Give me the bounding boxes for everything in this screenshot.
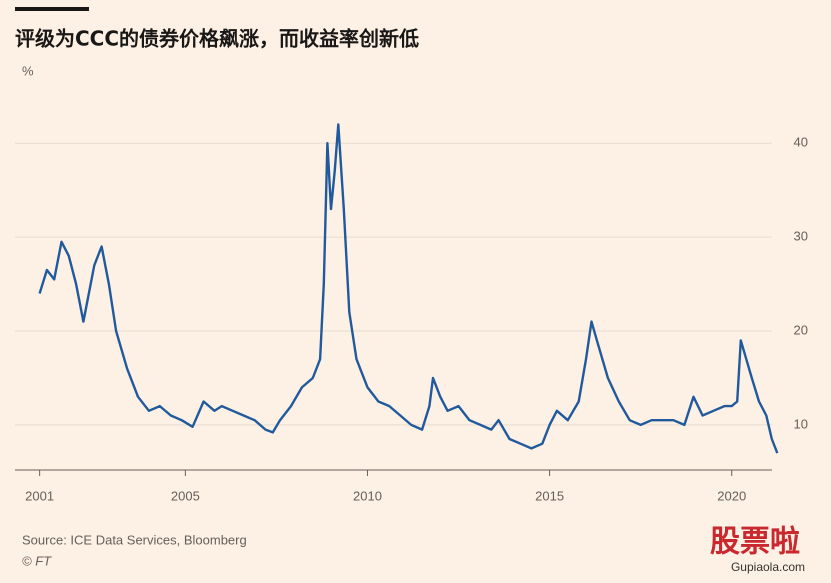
y-unit: % — [22, 63, 34, 78]
watermark-logo: 股票啦 — [710, 525, 800, 560]
x-tick-label: 2015 — [535, 488, 564, 503]
x-tick-label: 2020 — [717, 488, 746, 503]
watermark-url: Gupiaola.com — [731, 560, 805, 574]
x-tick-label: 2001 — [25, 488, 54, 503]
y-tick-label: 10 — [794, 416, 808, 431]
title-bar — [15, 7, 89, 11]
source: Source: ICE Data Services, Bloomberg — [22, 532, 247, 547]
chart-title: 评级为CCC的债券价格飙涨，而收益率创新低 — [15, 27, 419, 51]
credit: © FT — [22, 553, 52, 568]
y-tick-label: 20 — [794, 322, 808, 337]
x-tick-label: 2010 — [353, 488, 382, 503]
y-tick-label: 30 — [794, 229, 808, 244]
x-tick-label: 2005 — [171, 488, 200, 503]
y-tick-label: 40 — [794, 135, 808, 150]
data-line — [38, 123, 779, 454]
